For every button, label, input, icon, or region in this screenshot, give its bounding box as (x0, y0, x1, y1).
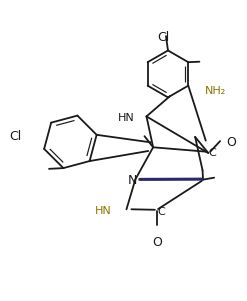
Text: HN: HN (94, 206, 111, 216)
Text: O: O (152, 236, 162, 249)
Text: NH₂: NH₂ (205, 86, 226, 96)
Text: C: C (157, 206, 165, 216)
Text: C: C (209, 148, 216, 158)
Text: O: O (226, 136, 236, 149)
Text: Cl: Cl (9, 130, 22, 143)
Text: N: N (128, 174, 138, 187)
Text: Cl: Cl (157, 31, 169, 44)
Text: HN: HN (118, 113, 135, 123)
